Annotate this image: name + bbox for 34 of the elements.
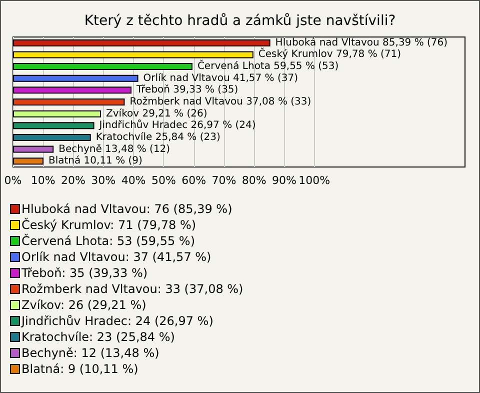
data-label: Český Krumlov 79,78 % (71) [258,47,402,60]
x-tick-label: 100% [298,174,330,187]
legend-label: Kratochvíle: 23 (25,84 %) [22,330,175,344]
legend-label: Zvíkov: 26 (29,21 %) [22,298,146,312]
x-tick-label: 20% [61,174,86,187]
x-tick-label: 0% [4,174,22,187]
data-label: Bechyně 13,48 % (12) [58,144,170,155]
x-tick-label: 40% [121,174,146,187]
x-tick-label: 50% [151,174,176,187]
x-tick-label: 70% [212,174,236,187]
legend-label: Blatná: 9 (10,11 %) [22,362,138,376]
legend-label: Bechyně: 12 (13,48 %) [22,346,160,360]
data-label: Červená Lhota 59,55 % (53) [197,59,339,72]
x-tick-label: 10% [30,174,56,187]
x-tick-label: 90% [272,174,296,187]
data-label: Jindřichův Hradec 26,97 % (24) [98,119,256,132]
data-label: Hluboká nad Vltavou 85,39 % (76) [275,37,448,48]
legend-label: Červená Lhota: 53 (59,55 %) [22,233,196,248]
legend-label: Hluboká nad Vltavou: 76 (85,39 %) [22,202,232,216]
data-label: Rožmberk nad Vltavou 37,08 % (33) [130,96,312,108]
x-tick-label: 80% [242,174,266,187]
legend-label: Jindřichův Hradec: 24 (26,97 %) [20,314,214,328]
data-label: Zvíkov 29,21 % (26) [106,108,208,120]
data-label: Orlík nad Vltavou 41,57 % (37) [143,72,298,84]
legend-label: Český Krumlov: 71 (79,78 %) [22,217,196,232]
chart-title: Který z těchto hradů a zámků jste navštívili? [84,13,396,29]
x-tick-label: 30% [91,174,116,187]
legend-label: Třeboň: 35 (39,33 %) [20,266,148,280]
data-label: Kratochvíle 25,84 % (23) [96,132,220,143]
data-label: Blatná 10,11 % (9) [48,156,143,167]
x-tick-label: 60% [182,174,206,187]
data-label: Třeboň 39,33 % (35) [136,84,238,96]
legend-label: Orlík nad Vltavou: 37 (41,57 %) [22,250,212,264]
legend-label: Rožmberk nad Vltavou: 33 (37,08 %) [22,282,244,296]
